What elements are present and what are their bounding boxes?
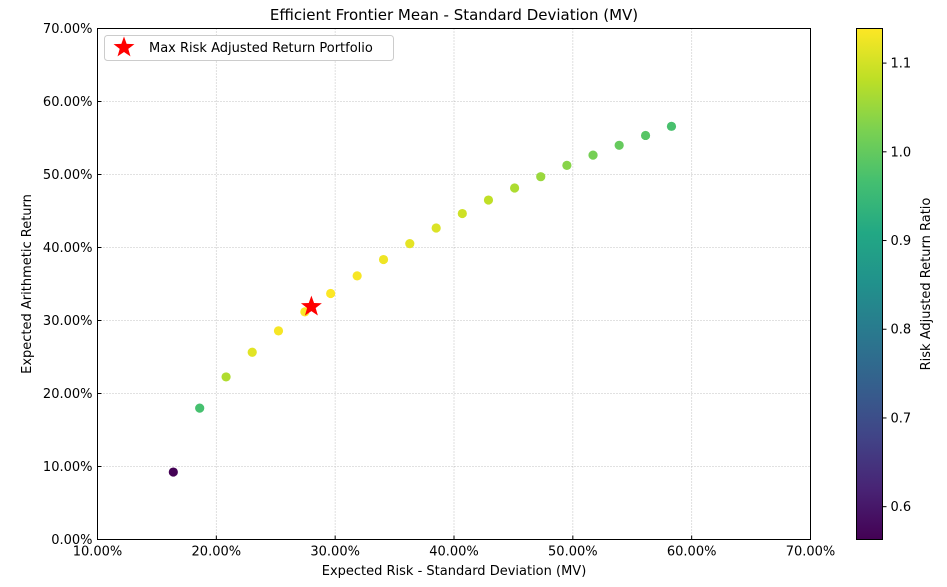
colorbar-tick-label: 1.1	[891, 57, 912, 72]
frontier-point	[326, 288, 336, 299]
x-tick-label: 60.00%	[667, 545, 717, 560]
x-tick-label: 50.00%	[548, 545, 598, 560]
frontier-point	[483, 195, 494, 205]
grid-lines	[97, 28, 811, 540]
frontier-point	[352, 271, 362, 281]
colorbar-tick-label: 0.6	[891, 500, 912, 515]
x-tick-label: 40.00%	[429, 545, 479, 560]
y-tick-label: 50.00%	[43, 168, 93, 183]
frontier-point	[640, 130, 651, 141]
colorbar-tick-label: 0.7	[891, 411, 912, 426]
frontier-point	[221, 372, 231, 382]
frontier-point	[510, 183, 520, 193]
y-tick-label: 10.00%	[43, 460, 93, 475]
x-tick-label: 70.00%	[786, 545, 836, 560]
optimal-star	[300, 295, 322, 316]
scatter-points	[168, 121, 677, 477]
legend-box	[104, 35, 394, 61]
colorbar-label: Risk Adjusted Return Ratio	[919, 198, 934, 371]
x-axis-label: Expected Risk - Standard Deviation (MV)	[322, 564, 587, 579]
y-tick-label: 20.00%	[43, 387, 93, 402]
legend: Max Risk Adjusted Return Portfolio	[104, 35, 394, 61]
x-tick-label: 10.00%	[73, 545, 123, 560]
y-tick-label: 70.00%	[43, 22, 93, 37]
frontier-point	[457, 208, 467, 219]
frontier-point	[666, 121, 677, 131]
frontier-point	[195, 403, 205, 413]
frontier-point	[588, 150, 598, 160]
frontier-point	[536, 172, 546, 182]
colorbar-ticks: 0.6 0.7 0.8 0.9 1.0 1.1	[882, 57, 912, 515]
frontier-point	[247, 347, 257, 357]
y-tick-label: 30.00%	[43, 314, 93, 329]
frontier-point	[378, 254, 389, 265]
x-tick-label: 20.00%	[192, 545, 242, 560]
legend-label: Max Risk Adjusted Return Portfolio	[149, 41, 373, 56]
optimal-portfolio-marker	[300, 295, 322, 316]
colorbar-tick-label: 0.9	[891, 234, 912, 249]
colorbar-tick-label: 1.0	[891, 145, 912, 160]
y-tick-label: 60.00%	[43, 95, 93, 110]
chart-title: Efficient Frontier Mean - Standard Devia…	[270, 6, 638, 24]
frontier-point	[405, 239, 415, 249]
y-tick-label: 0.00%	[51, 533, 92, 548]
frontier-point	[614, 140, 624, 150]
y-axis-label: Expected Arithmetic Return	[20, 194, 35, 374]
frontier-point	[168, 467, 178, 477]
frontier-point	[431, 223, 441, 233]
x-axis-ticks: 10.00% 20.00% 30.00% 40.00% 50.00% 60.00% 70.0…	[73, 535, 836, 560]
x-tick-label: 30.00%	[310, 545, 360, 560]
y-tick-label: 40.00%	[43, 241, 93, 256]
colorbar	[856, 28, 883, 540]
y-axis-ticks: 0.00% 10.00% 20.00% 30.00% 40.00% 50.00% 60.00…	[43, 22, 102, 548]
legend-star-icon	[113, 36, 135, 57]
frontier-point	[562, 160, 572, 170]
frontier-point	[273, 326, 284, 336]
colorbar-tick-label: 0.8	[891, 323, 912, 338]
